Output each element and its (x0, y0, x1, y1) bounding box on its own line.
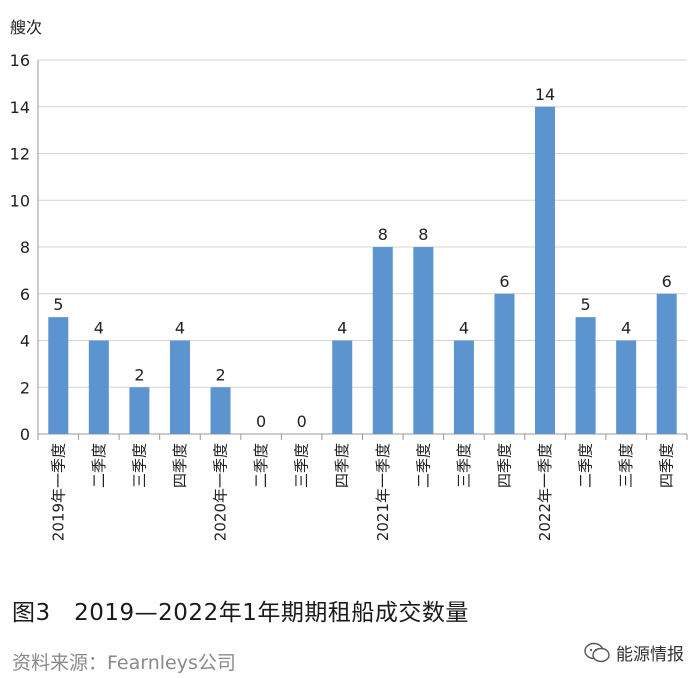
data-label: 2 (215, 365, 225, 384)
bar-chart: 艘次 0 2 4 6 8 10 12 14 16 5 2019年一季度 4 二季度 2 三季度 4 四季度 2 202… (10, 18, 688, 541)
brand-watermark: 能源情报 (584, 640, 684, 665)
brand-name: 能源情报 (616, 645, 684, 665)
bar (494, 293, 515, 434)
y-tick-label: 10 (10, 191, 30, 210)
bar (169, 340, 190, 434)
y-tick-label: 2 (20, 378, 30, 397)
y-tick-label: 0 (20, 425, 30, 444)
x-tick-label: 2020年一季度 (212, 443, 230, 541)
x-tick-label: 二季度 (414, 443, 432, 488)
bar (129, 387, 150, 434)
x-tick-label: 四季度 (495, 443, 513, 488)
figure-caption: 图3 2019—2022年1年期期租船成交数量 (12, 600, 469, 626)
bar (535, 106, 556, 434)
data-label: 4 (175, 319, 185, 338)
bar (616, 340, 637, 434)
data-label: 6 (499, 272, 509, 291)
y-axis-title: 艘次 (10, 18, 42, 37)
y-tick-label: 12 (10, 145, 30, 164)
data-label: 8 (418, 225, 428, 244)
data-label: 4 (337, 319, 347, 338)
y-tick-label: 14 (10, 98, 30, 117)
data-label: 8 (378, 225, 388, 244)
bar (575, 317, 596, 434)
source-note: 资料来源：Fearnleys公司 (12, 652, 236, 674)
x-tick-label: 四季度 (171, 443, 189, 488)
data-label: 2 (134, 365, 144, 384)
bar (372, 247, 393, 434)
y-tick-label: 8 (20, 238, 30, 257)
data-label: 5 (53, 295, 63, 314)
bar (88, 340, 109, 434)
x-tick-label: 2022年一季度 (536, 443, 554, 541)
x-tick-label: 三季度 (455, 443, 473, 488)
x-tick-label: 二季度 (252, 443, 270, 488)
x-tick-label: 四季度 (333, 443, 351, 488)
bar (453, 340, 474, 434)
x-tick-label: 2021年一季度 (374, 443, 392, 541)
bar (332, 340, 353, 434)
data-label: 14 (535, 85, 555, 104)
x-tick-label: 三季度 (617, 443, 635, 488)
y-tick-label: 6 (20, 285, 30, 304)
bar (210, 387, 231, 434)
data-label: 5 (581, 295, 591, 314)
x-tick-label: 三季度 (293, 443, 311, 488)
x-tick-label: 四季度 (658, 443, 676, 488)
x-tick-label: 三季度 (130, 443, 148, 488)
y-tick-label: 4 (20, 332, 30, 351)
y-tick-label: 16 (10, 51, 30, 70)
x-tick-label: 二季度 (90, 443, 108, 488)
data-label: 0 (256, 412, 266, 431)
bar (656, 293, 677, 434)
x-tick-label: 2019年一季度 (49, 443, 67, 541)
data-label: 4 (94, 319, 104, 338)
bar (48, 317, 69, 434)
chat-bubble-icon (584, 642, 610, 662)
data-label: 4 (459, 319, 469, 338)
data-label: 6 (662, 272, 672, 291)
data-label: 4 (621, 319, 631, 338)
x-tick-label: 二季度 (577, 443, 595, 488)
data-label: 0 (297, 412, 307, 431)
bar (413, 247, 434, 434)
